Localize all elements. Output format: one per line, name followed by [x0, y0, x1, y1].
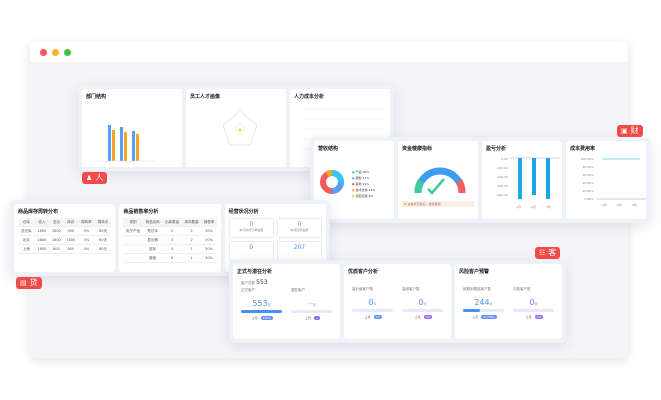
- card-title: 优质客户分析: [348, 269, 379, 275]
- dept-structure-card: 部门结构: [82, 89, 182, 167]
- card-title: 经营状况分析: [228, 209, 259, 215]
- table-row: 类别 商品名称 出库数量 库存数量 销售率: [123, 218, 217, 227]
- maximize-dot[interactable]: [64, 49, 71, 56]
- bar-chart: [510, 157, 560, 199]
- sales-table: 类别 商品名称 出库数量 库存数量 销售率 电子产品 笔记本 5 2 30% 显示器 3 2 30% …: [123, 218, 217, 263]
- sales-rate-card: 商品销售率分析 类别 商品名称 出库数量 库存数量 销售率 电子产品 笔记本 5 2 30% 显…: [119, 204, 221, 272]
- bar: [120, 127, 123, 161]
- table-row: 上海 1800 800 800 0% 60天: [18, 244, 112, 254]
- table-row: 总仓库 1800 1800 900 0% 60天: [18, 226, 112, 236]
- formal-potential-card: 正式与潜在分析 客户总数 553 正式客户 553家 上月 100% 潜在客户 --家…: [233, 264, 340, 339]
- donut-chart: [320, 169, 344, 194]
- person-icon: ♟: [86, 174, 93, 182]
- high-frequency-customers: 高频客户数 0家 上月 0%: [402, 287, 443, 319]
- bar: [108, 125, 111, 161]
- gauge-chart: [414, 167, 466, 195]
- finance-panel: 营收结构 ● 产品 30% ● 服务 17% ● 其他 21% ● 技术支持 2…: [310, 137, 650, 223]
- cost-rate-card: 成本费用率 100.00% 80.00% 60.00% 40.00% 20.00% 0.0…: [566, 141, 646, 219]
- card-title: 员工人才画像: [190, 94, 221, 100]
- bar: [136, 134, 139, 161]
- legend-item: ● 产品 30%: [352, 170, 370, 174]
- goods-tag: ▤ 货: [16, 277, 42, 289]
- card-title: 营收结构: [318, 146, 339, 152]
- bar-chart: [96, 125, 156, 162]
- table-row: 显示器 3 2 30%: [123, 235, 217, 245]
- table-row: 仓库 收入 支出 库存 周转率 周转天: [18, 218, 112, 227]
- debt-customers: 欠款客户数 0家 上月 0%: [513, 287, 554, 319]
- inventory-table: 仓库 收入 支出 库存 周转率 周转天 总仓库 1800 1800 900 0% 60天 北京 180…: [18, 218, 112, 254]
- fund-health-card: 资金健康指标 ● 资金状况良好，继续保持: [398, 141, 478, 219]
- legend-item: ● 技术支持 24%: [352, 188, 376, 192]
- y-axis: 100.00% 80.00% 60.00% 40.00% 20.00% 0.00%: [580, 157, 594, 201]
- y-axis: 0.00 -100.00 -200.00 -300.00 -400.00: [496, 157, 508, 197]
- talent-profile-card: 员工人才画像: [186, 89, 286, 167]
- table-row: 键盘 6 1 30%: [123, 253, 217, 263]
- inventory-turnover-card: 商品库存周转分布 仓库 收入 支出 库存 周转率 周转天 总仓库 1800 1800 900 0%…: [14, 204, 116, 272]
- table-row: 北京 1800 1800 1800 0% 60天: [18, 235, 112, 245]
- radar-chart: [222, 110, 258, 146]
- customers-tag: ☷ 客: [535, 247, 561, 259]
- bar: [518, 158, 522, 199]
- card-title: 成本费用率: [570, 146, 596, 152]
- close-dot[interactable]: [40, 49, 47, 56]
- bar: [132, 131, 135, 161]
- contacts-icon: ☷: [539, 249, 546, 257]
- window-titlebar: [30, 42, 628, 62]
- legend-item: ● 其他 21%: [352, 182, 370, 186]
- stat-box: 0 本月回款金额: [276, 218, 322, 238]
- table-row: 鼠标 4 1 30%: [123, 244, 217, 254]
- legend-item: ● 服务 17%: [352, 176, 370, 180]
- overdue-followup-customers: 超期未跟进客户数 244家 上月 41.35%: [463, 287, 504, 319]
- card-title: 商品销售率分析: [123, 209, 159, 215]
- customers-panel: 正式与潜在分析 客户总数 553 正式客户 553家 上月 100% 潜在客户 --家…: [229, 260, 566, 343]
- card-title: 盈亏分析: [486, 146, 507, 152]
- risk-customers-card: 风险客户预警 超期未跟进客户数 244家 上月 41.35% 欠款客户数 0家 上月 0…: [455, 264, 562, 339]
- profit-loss-card: 盈亏分析 0.00 -100.00 -200.00 -300.00 -400.00 1月…: [482, 141, 562, 219]
- stat-box: 0 本月新增订单金额: [228, 218, 274, 238]
- potential-customers: 潜在客户 --家 上月 --: [291, 288, 332, 320]
- legend-item: ● 项目实施 8%: [352, 194, 374, 198]
- bar: [124, 132, 127, 161]
- quality-customers-card: 优质客户分析 高价值客户数 0家 上月 0% 高频客户数 0家 上月 0%: [344, 264, 451, 339]
- stat-box: 0: [228, 241, 274, 261]
- bar: [546, 158, 550, 199]
- customer-total: 客户总数 553: [241, 279, 268, 286]
- high-value-customers: 高价值客户数 0家 上月 0%: [352, 287, 393, 319]
- x-axis: 1月 2月 3月: [516, 205, 551, 209]
- stat-box: 207: [276, 241, 322, 261]
- card-title: 正式与潜在分析: [237, 269, 273, 275]
- box-icon: ▤: [20, 279, 27, 287]
- people-tag: ♟ 人: [82, 172, 108, 184]
- gauge-note: ● 资金状况良好，继续保持: [402, 201, 474, 207]
- card-title: 商品库存周转分布: [18, 209, 59, 215]
- card-title: 资金健康指标: [402, 146, 433, 152]
- wallet-icon: ▣: [621, 127, 628, 135]
- card-title: 部门结构: [86, 94, 107, 100]
- card-title: 人力成本分析: [294, 94, 325, 100]
- donut-legend: ● 产品 30% ● 服务 17% ● 其他 21% ● 技术支持 24% ● …: [352, 169, 375, 199]
- minimize-dot[interactable]: [52, 49, 59, 56]
- goods-panel: 商品库存周转分布 仓库 收入 支出 库存 周转率 周转天 总仓库 1800 1800 900 0%…: [10, 200, 330, 276]
- bar: [532, 158, 536, 195]
- finance-tag: ▣ 财: [617, 125, 643, 137]
- bar: [112, 130, 115, 161]
- card-title: 风险客户预警: [459, 269, 490, 275]
- line-chart: [596, 158, 646, 200]
- x-axis: 1月 2月 3月: [602, 203, 637, 207]
- table-row: 电子产品 笔记本 5 2 30%: [123, 226, 217, 236]
- formal-customers: 正式客户 553家 上月 100%: [241, 288, 282, 320]
